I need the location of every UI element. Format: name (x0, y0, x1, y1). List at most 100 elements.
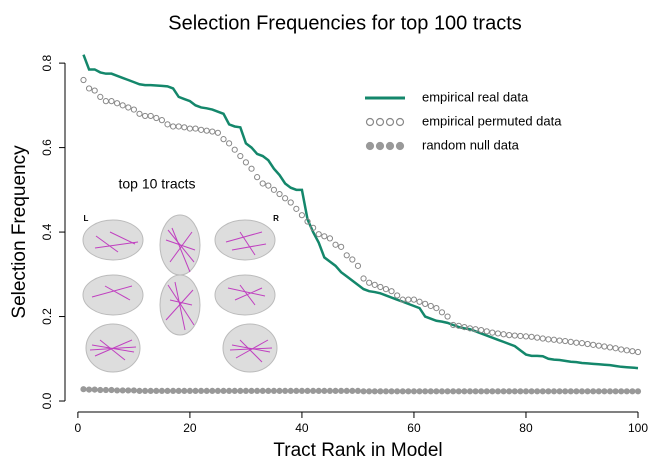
data-point (563, 338, 568, 343)
data-point (126, 105, 131, 110)
data-point (210, 129, 215, 134)
data-point (585, 341, 590, 346)
data-point (467, 389, 472, 394)
data-point (518, 389, 523, 394)
data-point (277, 388, 282, 393)
data-point (305, 388, 310, 393)
data-point (176, 388, 181, 393)
y-axis-label: Selection Frequency (9, 145, 30, 319)
data-point (311, 388, 316, 393)
data-point (630, 389, 635, 394)
data-point (232, 388, 237, 393)
data-point (288, 388, 293, 393)
data-point (221, 137, 226, 142)
legend-swatch (397, 143, 404, 150)
data-point (199, 127, 204, 132)
data-point (344, 388, 349, 393)
data-point (428, 303, 433, 308)
inset-right-label: R (273, 214, 279, 223)
data-point (131, 107, 136, 112)
data-point (613, 346, 618, 351)
data-point (322, 234, 327, 239)
y-tick-label: 0.8 (40, 54, 54, 71)
data-point (277, 191, 282, 196)
data-point (299, 388, 304, 393)
y-tick-label: 0.6 (40, 139, 54, 156)
data-point (551, 389, 556, 394)
data-point (484, 329, 489, 334)
data-point (479, 327, 484, 332)
data-point (423, 301, 428, 306)
data-point (523, 334, 528, 339)
data-point (165, 388, 170, 393)
data-point (551, 337, 556, 342)
data-point (462, 389, 467, 394)
data-point (630, 349, 635, 354)
data-point (451, 389, 456, 394)
data-point (613, 389, 618, 394)
data-point (120, 388, 125, 393)
data-point (114, 101, 119, 106)
data-point (260, 181, 265, 186)
data-point (159, 388, 164, 393)
data-point (120, 103, 125, 108)
data-point (540, 336, 545, 341)
x-tick-label: 100 (628, 421, 648, 435)
legend-label: empirical real data (422, 89, 529, 104)
data-point (540, 389, 545, 394)
data-point (495, 389, 500, 394)
data-point (182, 125, 187, 130)
data-point (439, 389, 444, 394)
legend-swatch (377, 143, 384, 150)
data-point (428, 389, 433, 394)
data-point (473, 389, 478, 394)
data-point (439, 310, 444, 315)
data-point (131, 388, 136, 393)
data-point (187, 388, 192, 393)
data-point (535, 389, 540, 394)
data-point (596, 389, 601, 394)
legend-label: empirical permuted data (422, 113, 562, 128)
data-point (333, 242, 338, 247)
data-point (367, 389, 372, 394)
data-point (546, 337, 551, 342)
data-point (182, 388, 187, 393)
data-point (350, 388, 355, 393)
data-point (109, 99, 114, 104)
x-tick-label: 60 (407, 421, 421, 435)
data-point (423, 389, 428, 394)
data-point (479, 389, 484, 394)
data-point (266, 183, 271, 188)
data-point (445, 314, 450, 319)
data-point (165, 122, 170, 127)
data-point (159, 118, 164, 123)
data-point (383, 389, 388, 394)
data-point (266, 388, 271, 393)
data-point (344, 253, 349, 258)
data-point (406, 389, 411, 394)
data-point (624, 348, 629, 353)
data-point (361, 389, 366, 394)
data-point (339, 244, 344, 249)
y-tick-label: 0.0 (40, 392, 54, 409)
data-point (238, 153, 243, 158)
data-point (383, 286, 388, 291)
data-point (86, 86, 91, 91)
data-point (501, 332, 506, 337)
data-point (372, 282, 377, 287)
data-point (238, 388, 243, 393)
data-point (232, 147, 237, 152)
data-point (283, 196, 288, 201)
data-point (299, 213, 304, 218)
data-point (546, 389, 551, 394)
data-point (490, 330, 495, 335)
legend-label: random null data (422, 137, 520, 152)
data-point (227, 141, 232, 146)
x-tick-label: 80 (519, 421, 533, 435)
data-point (355, 388, 360, 393)
data-point (389, 289, 394, 294)
data-point (81, 387, 86, 392)
data-point (193, 126, 198, 131)
chart: Selection Frequencies for top 100 tracts… (0, 0, 657, 461)
inset-left-label: L (84, 214, 89, 223)
